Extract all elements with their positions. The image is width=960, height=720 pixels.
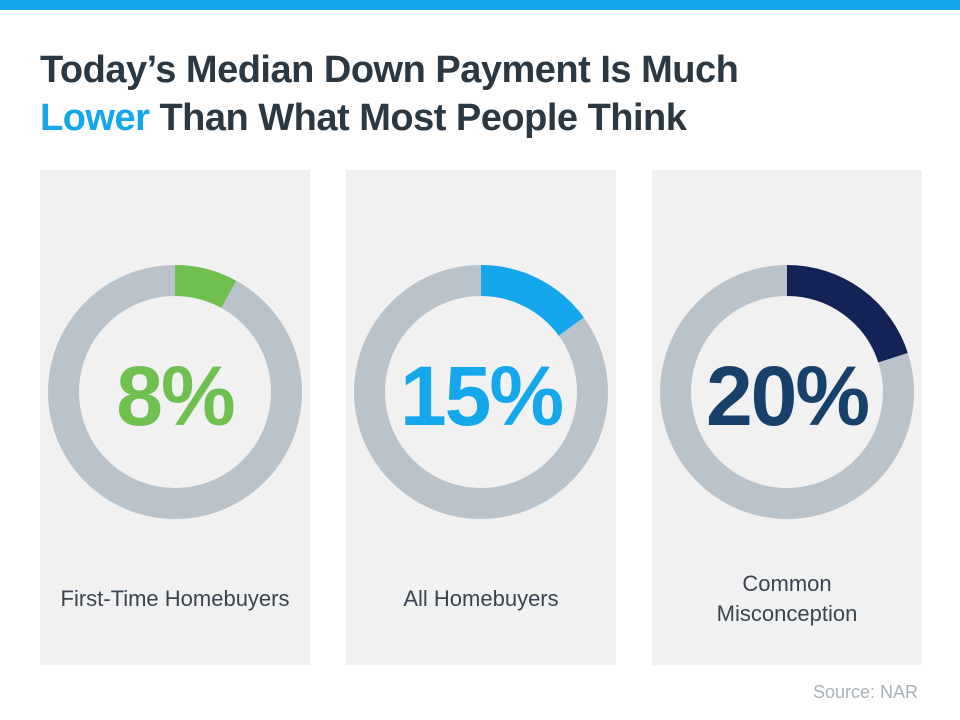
- card-label-text: First-Time Homebuyers: [60, 586, 290, 611]
- top-accent-bar: [0, 0, 960, 10]
- card-all-homebuyers: 15% All Homebuyers: [346, 170, 616, 665]
- card-common-misconception: 20% Common Misconception: [652, 170, 922, 665]
- card-label-text: Common Misconception: [716, 571, 858, 626]
- source-attribution: Source: NAR: [812, 682, 918, 702]
- title-highlight-word: Lower: [40, 97, 150, 139]
- donut-value: 20%: [705, 348, 870, 443]
- title-line1: Today’s Median Down Payment Is Much: [40, 49, 739, 91]
- donut-value: 8%: [116, 348, 235, 443]
- title-line2: Than What Most People Think: [149, 97, 687, 139]
- donut-ring-svg: [660, 265, 914, 519]
- donut-segment: [48, 265, 302, 519]
- cards-row: 8% First-Time Homebuyers 15% All Homebuy…: [40, 170, 922, 665]
- donut-segment: [354, 265, 608, 519]
- donut-value: 15%: [399, 348, 564, 443]
- card-label: All Homebuyers: [346, 569, 616, 629]
- card-label: Common Misconception: [652, 569, 922, 629]
- page-title: Today’s Median Down Payment Is Much Lower…: [40, 46, 920, 142]
- donut-chart-first-time: 8%: [48, 265, 302, 519]
- card-label: First-Time Homebuyers: [40, 569, 310, 629]
- donut-chart-all-homebuyers: 15%: [354, 265, 608, 519]
- donut-chart-common-misconception: 20%: [660, 265, 914, 519]
- donut-ring-svg: [354, 265, 608, 519]
- donut-ring-svg: [48, 265, 302, 519]
- card-label-text: All Homebuyers: [403, 586, 559, 611]
- card-first-time-homebuyers: 8% First-Time Homebuyers: [40, 170, 310, 665]
- donut-segment: [660, 265, 914, 519]
